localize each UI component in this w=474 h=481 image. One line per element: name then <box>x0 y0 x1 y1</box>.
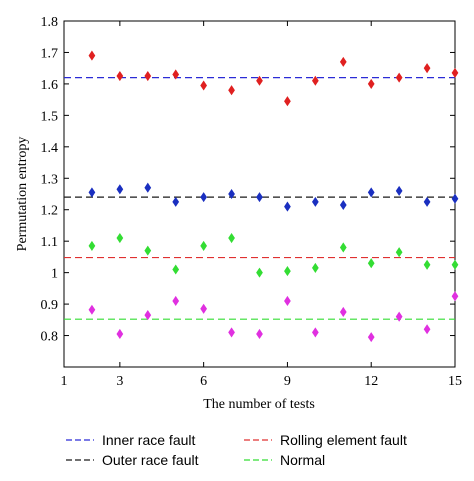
data-point <box>256 267 263 278</box>
data-point <box>88 240 96 251</box>
data-point <box>116 71 124 82</box>
y-tick-label: 1 <box>51 267 58 282</box>
data-point <box>284 201 291 212</box>
x-axis-label: The number of tests <box>203 397 315 412</box>
data-point <box>172 196 180 207</box>
data-point <box>144 310 152 321</box>
y-axis-label: Permutation entropy <box>15 137 30 252</box>
data-point <box>367 187 375 198</box>
data-point <box>311 262 319 273</box>
data-point <box>339 306 347 317</box>
data-point <box>451 193 459 204</box>
data-point <box>88 304 96 315</box>
y-axis: 0.8 0.9 1 1.1 1.2 1.3 1.4 1.5 1.6 1.7 1.8 <box>41 15 455 345</box>
x-tick-label: 15 <box>448 374 462 389</box>
y-tick-label: 1.5 <box>41 109 59 124</box>
data-point <box>200 240 208 251</box>
data-point <box>284 295 291 306</box>
data-point <box>256 328 263 340</box>
data-point <box>200 80 208 91</box>
data-point <box>367 258 375 269</box>
data-point <box>228 188 235 200</box>
y-tick-label: 1.6 <box>41 78 59 93</box>
data-point <box>228 327 235 338</box>
legend-label: Normal <box>280 452 325 468</box>
y-tick-label: 1.7 <box>41 46 59 61</box>
x-axis: 1 3 6 9 12 15 <box>61 21 462 389</box>
data-point <box>200 303 208 314</box>
data-point <box>116 328 124 340</box>
data-point <box>256 192 263 203</box>
data-point <box>228 232 235 244</box>
legend-label: Outer race fault <box>102 452 199 468</box>
data-point <box>116 184 124 195</box>
data-point <box>256 75 263 86</box>
data-point <box>284 96 291 107</box>
data-point <box>88 187 96 198</box>
data-point <box>172 264 180 275</box>
data-point <box>367 332 375 343</box>
data-point <box>144 182 152 193</box>
x-tick-label: 6 <box>200 374 207 389</box>
y-tick-label: 1.2 <box>41 204 59 219</box>
data-point <box>284 266 291 277</box>
data-point <box>395 185 403 196</box>
data-point <box>451 67 459 78</box>
data-point <box>367 78 375 89</box>
data-point <box>423 324 431 335</box>
data-point <box>395 247 403 258</box>
data-point <box>116 232 124 244</box>
data-point <box>451 259 459 270</box>
legend-label: Inner race fault <box>102 432 195 448</box>
data-point <box>339 56 347 67</box>
data-point <box>228 85 235 96</box>
data-point <box>88 50 96 61</box>
y-tick-label: 1.8 <box>41 15 59 30</box>
x-tick-label: 1 <box>61 374 68 389</box>
y-tick-label: 0.9 <box>41 298 59 313</box>
data-point <box>311 327 319 338</box>
data-point <box>200 192 208 203</box>
data-point <box>451 291 459 302</box>
data-point <box>144 71 152 82</box>
x-tick-label: 9 <box>284 374 291 389</box>
mean-lines <box>64 77 455 320</box>
x-tick-label: 3 <box>116 374 123 389</box>
data-point <box>311 75 319 86</box>
y-tick-label: 1.1 <box>41 235 59 250</box>
data-point <box>339 199 347 211</box>
data-point <box>395 72 403 83</box>
legend: Inner race fault Rolling element fault Out… <box>66 432 407 468</box>
data-point <box>423 259 431 270</box>
legend-label: Rolling element fault <box>280 432 407 448</box>
x-tick-label: 12 <box>364 374 378 389</box>
data-point <box>423 196 431 207</box>
data-points <box>88 50 459 343</box>
data-point <box>144 245 152 256</box>
data-point <box>311 196 319 207</box>
data-point <box>339 242 347 253</box>
y-tick-label: 1.4 <box>41 141 59 156</box>
y-tick-label: 0.8 <box>41 330 59 345</box>
data-point <box>172 295 180 306</box>
data-point <box>423 63 431 74</box>
data-point <box>172 69 180 80</box>
data-point <box>395 311 403 322</box>
y-tick-label: 1.3 <box>41 172 59 187</box>
